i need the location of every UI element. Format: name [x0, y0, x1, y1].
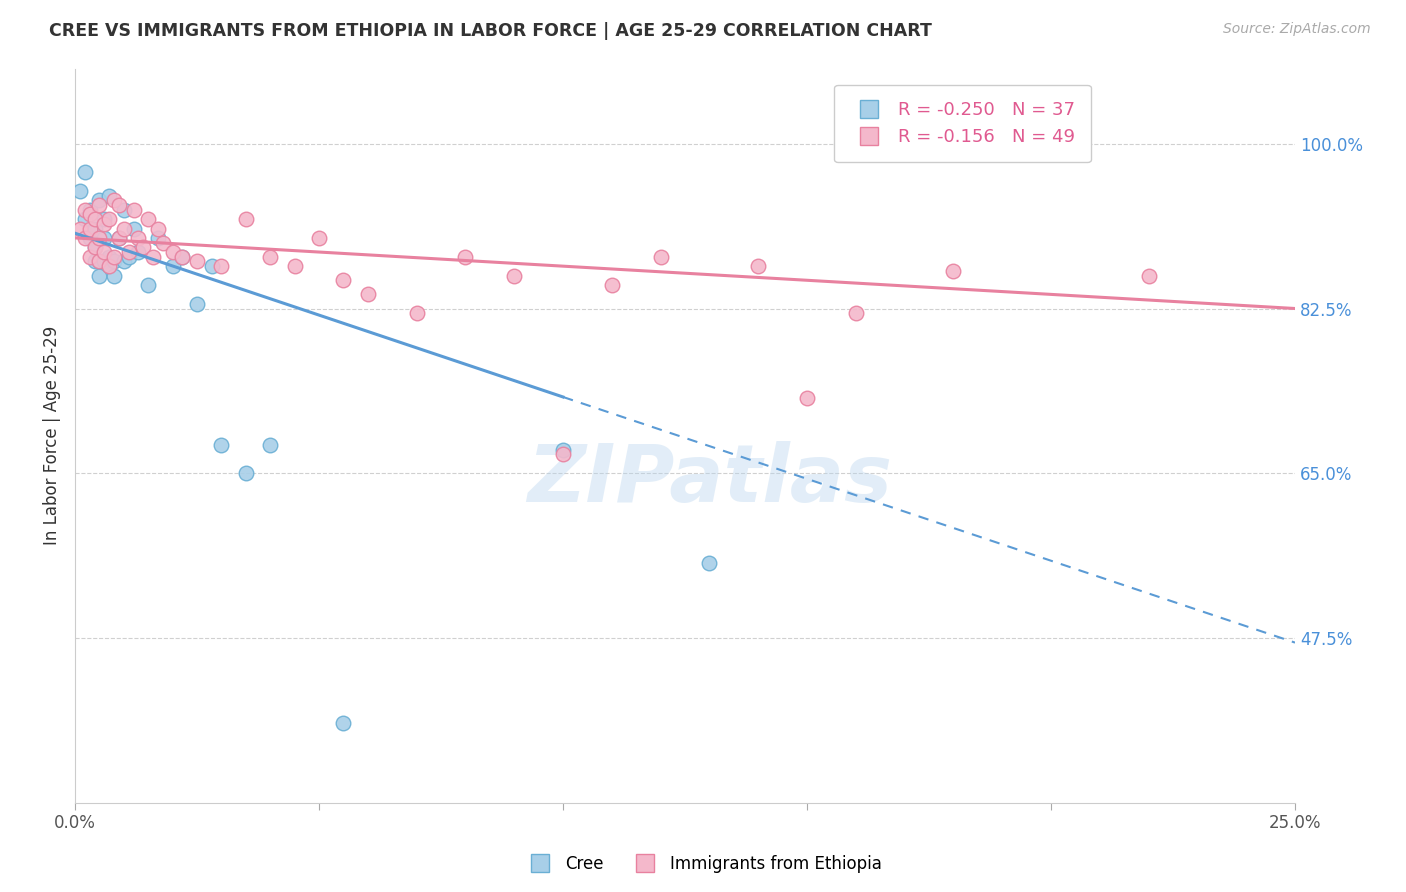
Point: [73, 231, 96, 245]
Point: [136, 212, 159, 227]
Point: [201, 259, 224, 273]
Point: [136, 277, 159, 292]
Point: [93, 212, 115, 227]
Point: [118, 250, 141, 264]
Point: [93, 217, 115, 231]
Point: [209, 438, 232, 452]
Point: [284, 259, 307, 273]
Point: [454, 250, 477, 264]
Point: [127, 245, 149, 260]
Point: [79, 231, 101, 245]
Point: [747, 259, 769, 273]
Point: [103, 254, 125, 268]
Point: [79, 202, 101, 217]
Point: [259, 438, 281, 452]
Point: [73, 212, 96, 227]
Point: [127, 231, 149, 245]
Point: [551, 447, 574, 461]
Point: [89, 268, 111, 283]
Point: [93, 231, 115, 245]
Point: [259, 250, 281, 264]
Point: [69, 221, 91, 235]
Legend: Cree, Immigrants from Ethiopia: Cree, Immigrants from Ethiopia: [517, 848, 889, 880]
Point: [89, 254, 111, 268]
Point: [162, 245, 184, 260]
Point: [103, 194, 125, 208]
Point: [172, 250, 194, 264]
Point: [103, 250, 125, 264]
Point: [118, 245, 141, 260]
Point: [73, 202, 96, 217]
Point: [503, 268, 526, 283]
Point: [112, 254, 135, 268]
Point: [332, 715, 354, 730]
Point: [83, 240, 105, 254]
Point: [98, 259, 121, 273]
Point: [146, 221, 169, 235]
Point: [83, 240, 105, 254]
Point: [108, 198, 131, 212]
Point: [79, 207, 101, 221]
Point: [845, 306, 868, 320]
Point: [93, 245, 115, 260]
Point: [89, 231, 111, 245]
Point: [83, 254, 105, 268]
Point: [83, 212, 105, 227]
Point: [162, 259, 184, 273]
Point: [98, 212, 121, 227]
Y-axis label: In Labor Force | Age 25-29: In Labor Force | Age 25-29: [44, 326, 60, 545]
Point: [103, 268, 125, 283]
Point: [308, 231, 330, 245]
Point: [699, 556, 721, 570]
Point: [405, 306, 427, 320]
Point: [650, 250, 672, 264]
Point: [146, 231, 169, 245]
Point: [98, 250, 121, 264]
Point: [122, 221, 145, 235]
Point: [1137, 268, 1160, 283]
Point: [108, 231, 131, 245]
Point: [186, 297, 208, 311]
Point: [98, 188, 121, 202]
Point: [98, 259, 121, 273]
Point: [332, 273, 354, 287]
Point: [108, 231, 131, 245]
Point: [93, 254, 115, 268]
Text: CREE VS IMMIGRANTS FROM ETHIOPIA IN LABOR FORCE | AGE 25-29 CORRELATION CHART: CREE VS IMMIGRANTS FROM ETHIOPIA IN LABO…: [49, 22, 932, 40]
Point: [600, 277, 623, 292]
Point: [235, 212, 257, 227]
Point: [209, 259, 232, 273]
Point: [83, 221, 105, 235]
Point: [122, 202, 145, 217]
Point: [112, 221, 135, 235]
Point: [942, 264, 965, 278]
Point: [172, 250, 194, 264]
Point: [73, 165, 96, 179]
Point: [79, 250, 101, 264]
Text: Source: ZipAtlas.com: Source: ZipAtlas.com: [1223, 22, 1371, 37]
Point: [235, 466, 257, 480]
Point: [69, 184, 91, 198]
Point: [89, 194, 111, 208]
Point: [186, 254, 208, 268]
Point: [357, 287, 380, 301]
Point: [79, 221, 101, 235]
Point: [132, 240, 155, 254]
Text: ZIPatlas: ZIPatlas: [527, 441, 891, 518]
Point: [89, 198, 111, 212]
Point: [142, 250, 165, 264]
Point: [796, 391, 818, 405]
Legend: R = -0.250   N = 37, R = -0.156   N = 49: R = -0.250 N = 37, R = -0.156 N = 49: [834, 85, 1091, 162]
Point: [89, 254, 111, 268]
Point: [551, 442, 574, 457]
Point: [112, 202, 135, 217]
Point: [152, 235, 174, 250]
